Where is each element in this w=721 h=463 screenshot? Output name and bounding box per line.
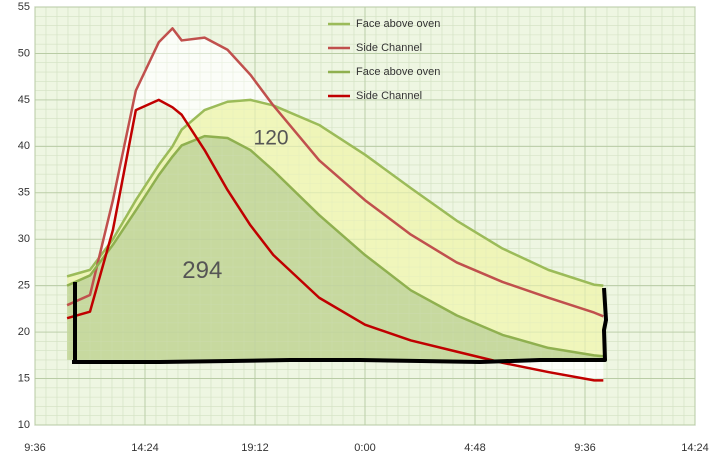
legend-label: Side Channel <box>356 42 422 54</box>
x-tick-label: 19:12 <box>241 442 269 454</box>
y-tick-label: 35 <box>18 187 30 199</box>
y-tick-label: 20 <box>18 326 30 338</box>
x-tick-label: 14:24 <box>131 442 159 454</box>
grid <box>34 6 696 426</box>
x-tick-label: 9:36 <box>574 442 595 454</box>
labels: 10 15 20 25 30 35 40 45 50 55 9:36 14:24 19:12 0:00 4:… <box>18 1 709 454</box>
x-tick-label: 9:36 <box>24 442 45 454</box>
legend-label: Face above oven <box>356 66 440 78</box>
series-line <box>66 98 604 287</box>
area-lower <box>67 136 604 360</box>
y-tick-label: 45 <box>18 94 30 106</box>
y-tick-label: 55 <box>18 1 30 13</box>
y-tick-label: 15 <box>18 372 30 384</box>
x-tick-label: 4:48 <box>464 442 485 454</box>
outline-shape <box>72 282 608 364</box>
legend-label: Side Channel <box>356 90 422 102</box>
y-tick-label: 30 <box>18 233 30 245</box>
legend-label: Face above oven <box>356 18 440 30</box>
y-tick-label: 10 <box>18 419 30 431</box>
y-tick-label: 50 <box>18 47 30 59</box>
y-tick-label: 25 <box>18 280 30 292</box>
series-line <box>66 27 604 318</box>
annotation: 294 <box>182 257 222 284</box>
series-line <box>66 134 604 358</box>
x-tick-label: 14:24 <box>681 442 709 454</box>
annotation: 120 <box>254 126 289 149</box>
x-tick-label: 0:00 <box>354 442 375 454</box>
y-tick-label: 40 <box>18 140 30 152</box>
